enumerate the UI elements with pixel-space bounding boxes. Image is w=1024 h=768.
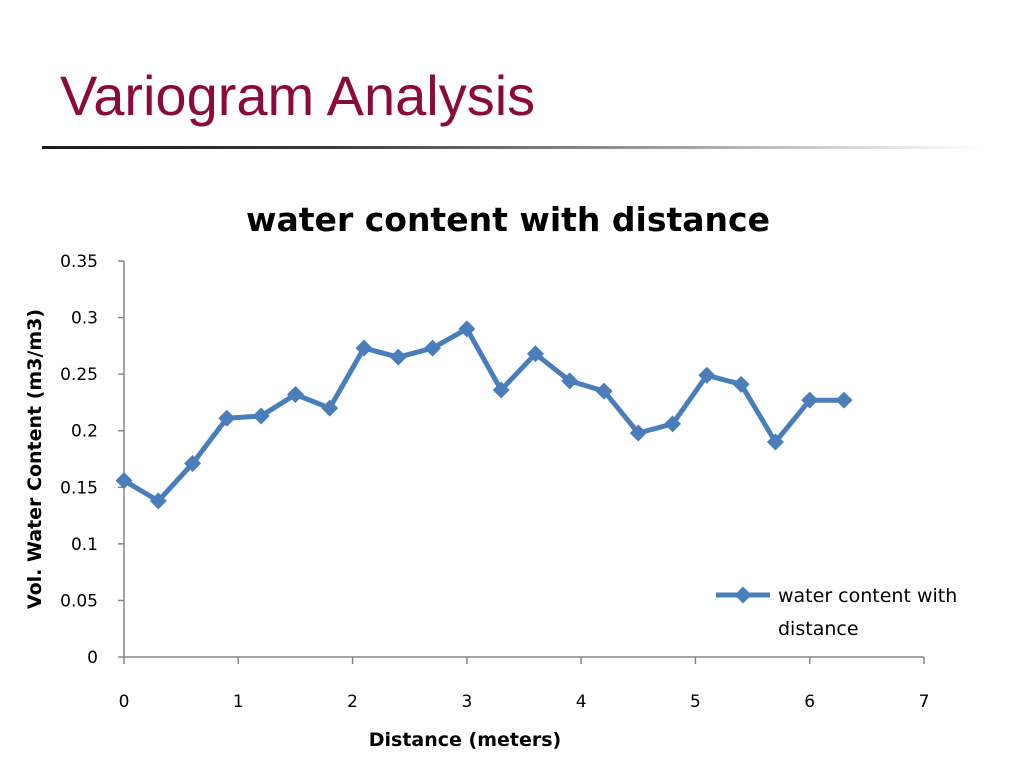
data-point-marker <box>252 407 270 425</box>
data-point-marker <box>595 382 613 400</box>
y-tick-label: 0.2 <box>71 422 98 442</box>
data-point-marker <box>389 348 407 366</box>
x-tick-label: 1 <box>233 692 244 712</box>
x-tick-label: 7 <box>919 692 930 712</box>
y-tick-label: 0 <box>87 648 98 668</box>
data-point-marker <box>835 391 853 409</box>
x-tick-label: 6 <box>804 692 815 712</box>
y-tick-label: 0.05 <box>60 591 98 611</box>
y-tick-label: 0.1 <box>71 535 98 555</box>
data-point-marker <box>149 492 167 510</box>
legend-marker-swatch <box>734 586 752 604</box>
data-point-marker <box>286 386 304 404</box>
data-point-marker <box>492 381 510 399</box>
data-point-marker <box>458 320 476 338</box>
x-tick-label: 0 <box>119 692 130 712</box>
data-point-marker <box>732 375 750 393</box>
x-tick-label: 2 <box>347 692 358 712</box>
y-axis-title: Vol. Water Content (m3/m3) <box>24 309 46 609</box>
x-axis-title: Distance (meters) <box>369 729 562 751</box>
data-point-marker <box>526 345 544 363</box>
data-point-marker <box>629 424 647 442</box>
data-point-marker <box>698 366 716 384</box>
series-layer <box>115 320 853 510</box>
x-tick-label: 4 <box>576 692 587 712</box>
y-tick-label: 0.35 <box>60 252 98 272</box>
data-point-marker <box>561 372 579 390</box>
data-point-marker <box>801 391 819 409</box>
legend-label-line-2: distance <box>778 618 859 640</box>
y-tick-label: 0.25 <box>60 365 98 385</box>
x-tick-label: 5 <box>690 692 701 712</box>
data-point-marker <box>321 399 339 417</box>
data-point-marker <box>115 471 133 489</box>
data-point-marker <box>184 455 202 473</box>
y-tick-label: 0.3 <box>71 309 98 329</box>
legend: water content with distance <box>716 585 957 640</box>
data-point-marker <box>424 339 442 357</box>
x-tick-label: 3 <box>461 692 472 712</box>
series-line <box>122 326 844 504</box>
slide-title: Variogram Analysis <box>60 64 536 127</box>
data-point-marker <box>355 339 373 357</box>
chart-title: water content with distance <box>246 200 770 239</box>
data-point-marker <box>664 415 682 433</box>
legend-label-line-1: water content with <box>778 585 957 607</box>
title-divider <box>42 146 982 149</box>
data-point-marker <box>218 409 236 427</box>
data-point-marker <box>766 433 784 451</box>
axes: 0 0.05 0.1 0.15 0.2 0.25 0.3 0.35 0 1 2 3 4 5 6 7 <box>60 252 929 712</box>
y-tick-label: 0.15 <box>60 478 98 498</box>
